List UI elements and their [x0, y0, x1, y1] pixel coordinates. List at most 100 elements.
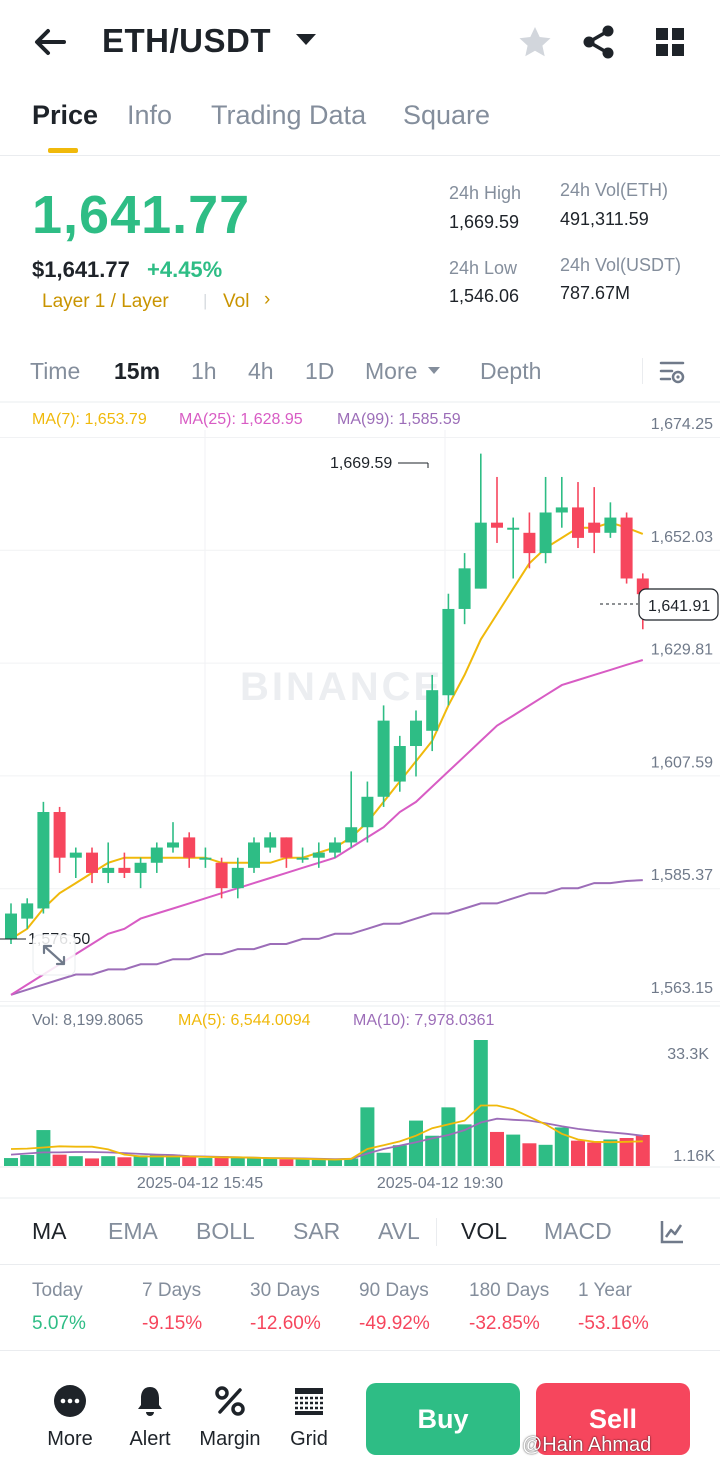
volume-bar [376, 1152, 391, 1166]
candle-up [539, 512, 552, 554]
chart-settings-icon[interactable] [658, 358, 686, 386]
stat-24h-low-label: 24h Low [449, 258, 518, 278]
candle-down [572, 507, 584, 538]
divider [0, 1350, 720, 1351]
vol-legend: Vol: 8,199.8065 [32, 1012, 143, 1029]
candle-up [69, 852, 82, 858]
candle-up [102, 867, 115, 873]
star-icon[interactable] [516, 24, 554, 60]
y-axis-tick-label: 1,585.37 [651, 867, 713, 884]
indicator-avl[interactable]: AVL [378, 1218, 420, 1244]
candle-up [37, 812, 50, 909]
interval-depth[interactable]: Depth [480, 358, 542, 384]
volume-bar [52, 1154, 67, 1166]
candle-up [329, 842, 341, 853]
interval-1h[interactable]: 1h [191, 358, 217, 384]
category-tag[interactable]: Layer 1 / Layer [42, 291, 169, 312]
chevron-right-icon[interactable]: › [264, 289, 271, 310]
candle-up [21, 903, 34, 919]
tab-bar: Price Info Trading Data Square [0, 96, 720, 156]
pair-title[interactable]: ETH/USDT [102, 22, 271, 59]
perf-label: 90 Days [359, 1280, 429, 1301]
y-axis-tick-label: 1,652.03 [651, 529, 713, 546]
candle-down [491, 522, 503, 528]
interval-15m[interactable]: 15m [114, 358, 161, 384]
volume-bar [554, 1127, 569, 1166]
sell-button[interactable]: Sell [536, 1383, 690, 1455]
candle-down [620, 517, 633, 579]
vol-axis-max: 33.3K [667, 1046, 709, 1063]
indicator-settings-icon[interactable] [658, 1218, 686, 1246]
perf-value: 5.07% [32, 1313, 86, 1334]
y-axis-tick-label: 1,563.15 [651, 980, 713, 997]
moving-average-lines [10, 521, 644, 996]
candle-down [183, 837, 196, 858]
tab-square[interactable]: Square [403, 100, 491, 130]
candle-up [442, 608, 455, 696]
perf-label: 30 Days [250, 1280, 320, 1301]
bottom-more-button[interactable]: More [35, 1384, 105, 1451]
ma25-line [10, 659, 644, 996]
grid-icon[interactable] [652, 24, 688, 60]
interval-1d[interactable]: 1D [305, 358, 335, 384]
tab-price[interactable]: Price [32, 100, 99, 130]
usd-price: $1,641.77 [32, 257, 130, 282]
volume-bar [85, 1158, 99, 1166]
volume-bar [230, 1157, 245, 1166]
volume-bar [603, 1139, 618, 1166]
stat-24h-low-value: 1,546.06 [449, 286, 520, 306]
current-price-tag-box [638, 588, 719, 621]
interval-more[interactable]: More [365, 358, 418, 384]
volume-bar [538, 1144, 553, 1166]
indicator-vol[interactable]: VOL [461, 1218, 508, 1244]
share-icon[interactable] [580, 24, 618, 60]
expand-chart-icon[interactable] [32, 934, 76, 976]
volume-bar [68, 1156, 83, 1166]
indicator-sar[interactable]: SAR [293, 1218, 341, 1244]
header-bar: ETH/USDT [0, 0, 720, 84]
ma7-legend: MA(7): 1,653.79 [32, 411, 147, 428]
y-axis-tick-label: 1,607.59 [651, 754, 713, 771]
caret-down-icon[interactable] [428, 367, 440, 374]
caret-down-icon[interactable] [296, 34, 316, 45]
bottom-alert-button[interactable]: Alert [115, 1384, 185, 1451]
indicator-macd[interactable]: MACD [544, 1218, 612, 1244]
interval-4h[interactable]: 4h [248, 358, 274, 384]
percent-icon [215, 1386, 245, 1416]
indicator-boll[interactable]: BOLL [196, 1218, 255, 1244]
exchange-watermark: BINANCE [240, 665, 443, 709]
candle-up [248, 842, 260, 868]
tab-active-indicator [48, 148, 78, 153]
ma99-legend: MA(99): 1,585.59 [337, 411, 461, 428]
volume-bars [4, 1040, 650, 1166]
tab-trading-data[interactable]: Trading Data [211, 100, 367, 130]
bottom-grid-button[interactable]: Grid [274, 1384, 344, 1451]
back-arrow-icon[interactable] [30, 24, 70, 60]
vol-tag[interactable]: Vol [223, 291, 250, 312]
tab-info[interactable]: Info [127, 100, 173, 130]
perf-value: -32.85% [469, 1313, 540, 1334]
bottom-item-label: More [47, 1428, 93, 1450]
ma25-legend: MA(25): 1,628.95 [179, 411, 303, 428]
perf-label: 1 Year [578, 1280, 632, 1301]
bell-icon [138, 1387, 162, 1416]
indicator-ema[interactable]: EMA [108, 1218, 158, 1244]
ma99-line [10, 879, 643, 996]
indicator-ma[interactable]: MA [32, 1218, 67, 1244]
candle-up [474, 522, 487, 589]
candlestick-chart[interactable]: MA(7): 1,653.79 MA(25): 1,628.95 MA(99):… [0, 400, 720, 1200]
interval-time[interactable]: Time [30, 358, 81, 384]
volume-bar [571, 1140, 585, 1166]
perf-label: Today [32, 1280, 83, 1301]
volume-bar [490, 1131, 504, 1166]
perf-label: 180 Days [469, 1280, 550, 1301]
last-price: 1,641.77 [32, 185, 251, 245]
candle-up [377, 720, 390, 797]
y-axis-tick-label: 1,629.81 [651, 642, 713, 659]
buy-button[interactable]: Buy [366, 1383, 520, 1455]
bottom-margin-button[interactable]: Margin [195, 1384, 265, 1451]
vol-axis-min: 1.16K [673, 1148, 715, 1165]
volume-bar [20, 1155, 35, 1166]
candle-down [118, 867, 131, 873]
volume-bar [506, 1134, 521, 1166]
